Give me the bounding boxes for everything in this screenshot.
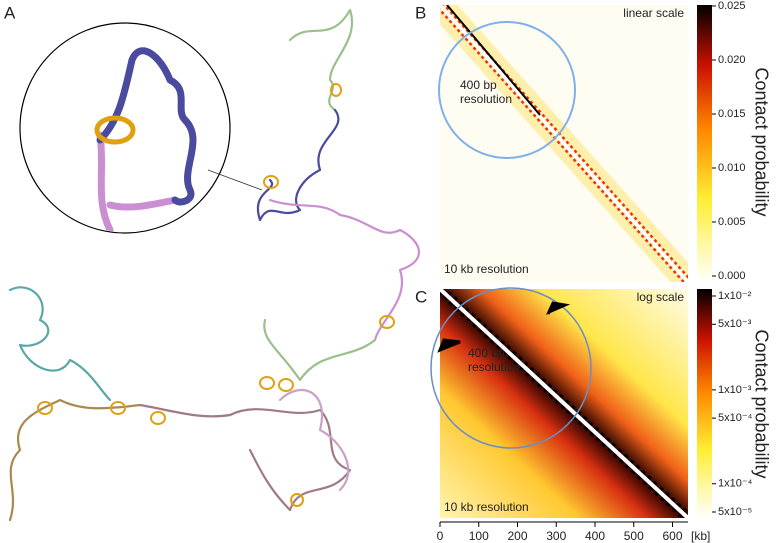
panel-label: A <box>4 3 16 22</box>
inset-note: resolution <box>468 360 520 374</box>
inset-note: 400 bp <box>460 78 497 92</box>
base-note: 10 kb resolution <box>444 262 529 276</box>
arrow <box>546 301 571 315</box>
colorbar-tick-label: 1x10⁻⁴ <box>718 478 753 490</box>
panel-label: B <box>415 3 426 22</box>
x-tick-label: 400 <box>585 529 605 543</box>
colorbar-title: Contact probability <box>751 67 771 216</box>
colorbar-tick-label: 0.000 <box>718 270 746 282</box>
heatmap <box>440 5 688 282</box>
colorbar-tick-label: 0.025 <box>718 0 746 12</box>
x-tick-label: 600 <box>662 529 682 543</box>
arrow <box>437 338 461 353</box>
inset-note: resolution <box>460 92 512 106</box>
colorbar <box>697 5 712 282</box>
x-tick-label: 200 <box>507 529 527 543</box>
colorbar-tick-label: 0.010 <box>718 162 746 174</box>
heatmap <box>440 289 688 518</box>
colorbar-tick-label: 5x10⁻⁴ <box>718 412 753 424</box>
x-tick-label: 500 <box>624 529 644 543</box>
colorbar-tick-label: 1x10⁻² <box>718 290 752 302</box>
x-tick-label: 0 <box>437 529 444 543</box>
inset-note: 400 bp <box>468 346 505 360</box>
colorbar <box>697 289 712 518</box>
panel-label: C <box>415 287 427 306</box>
x-tick-label: 300 <box>546 529 566 543</box>
colorbar-tick-label: 0.020 <box>718 54 746 66</box>
colorbar-tick-label: 5x10⁻³ <box>718 318 752 330</box>
colorbar-title: Contact probability <box>751 329 771 478</box>
polymer <box>8 8 421 522</box>
x-tick-label: 100 <box>469 529 489 543</box>
x-unit: [kb] <box>691 529 710 543</box>
scale-note: linear scale <box>623 6 684 20</box>
colorbar-tick-label: 5x10⁻⁵ <box>718 506 752 518</box>
scale-note: log scale <box>637 290 685 304</box>
base-note: 10 kb resolution <box>444 500 529 514</box>
colorbar-tick-label: 0.005 <box>718 216 746 228</box>
colorbar-tick-label: 0.015 <box>718 108 746 120</box>
colorbar-tick-label: 1x10⁻³ <box>718 384 752 396</box>
